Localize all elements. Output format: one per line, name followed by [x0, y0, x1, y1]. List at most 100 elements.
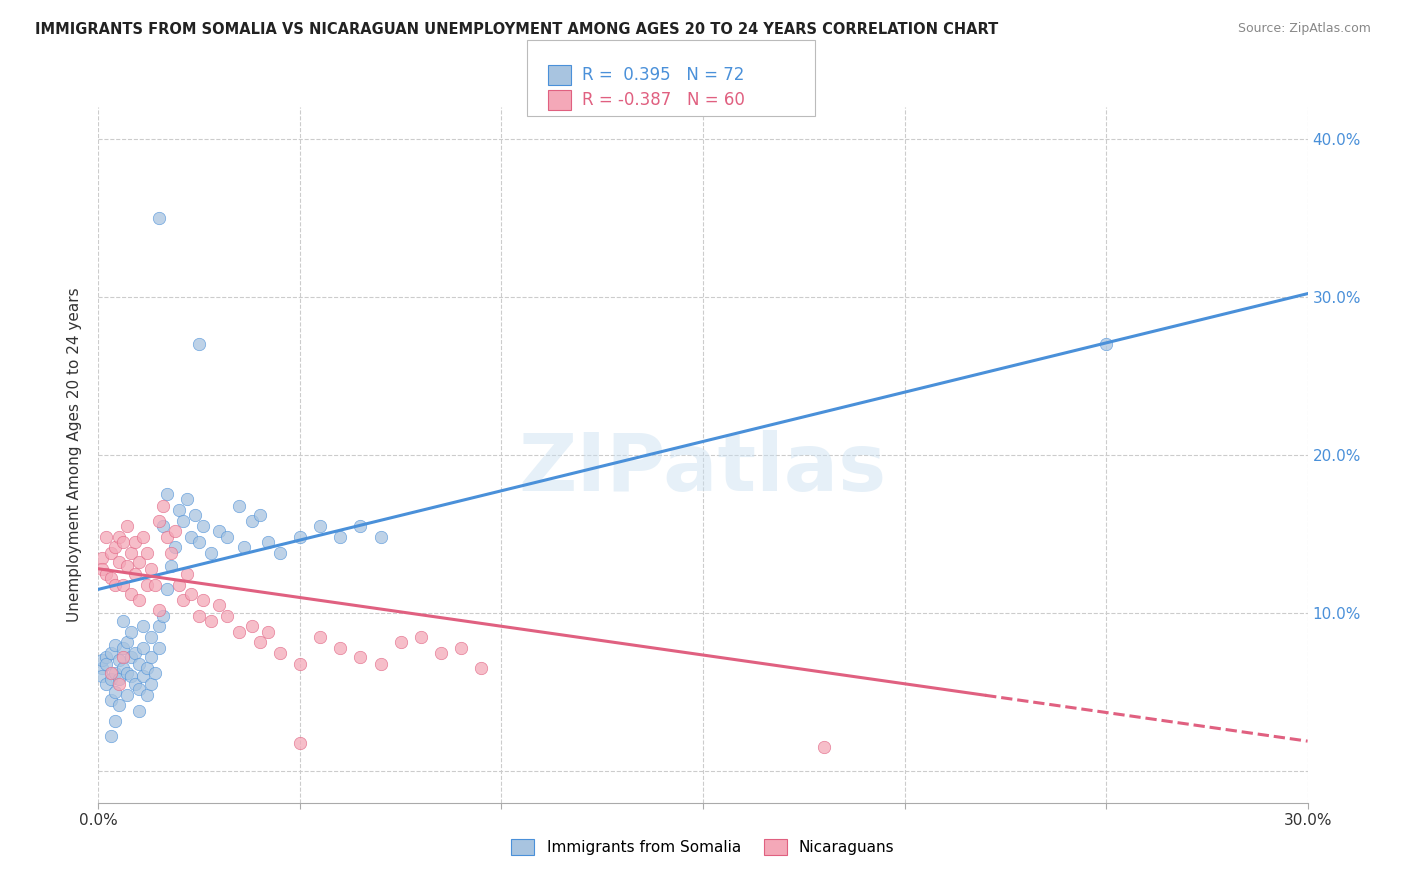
Legend: Immigrants from Somalia, Nicaraguans: Immigrants from Somalia, Nicaraguans — [505, 833, 901, 862]
Point — [111, 614, 134, 628]
Point — [103, 685, 125, 699]
Point — [100, 666, 122, 681]
Point — [156, 487, 179, 501]
Point — [269, 646, 291, 660]
Point — [100, 546, 122, 560]
Point — [100, 571, 122, 585]
Text: IMMIGRANTS FROM SOMALIA VS NICARAGUAN UNEMPLOYMENT AMONG AGES 20 TO 24 YEARS COR: IMMIGRANTS FROM SOMALIA VS NICARAGUAN UN… — [35, 22, 998, 37]
Point — [120, 650, 142, 665]
Point — [120, 587, 142, 601]
Point — [96, 650, 118, 665]
Point — [124, 677, 146, 691]
Point — [143, 666, 166, 681]
Point — [409, 630, 432, 644]
Point — [180, 530, 202, 544]
Point — [139, 677, 162, 691]
Point — [139, 630, 162, 644]
Point — [156, 582, 179, 597]
Point — [370, 657, 392, 671]
Point — [135, 661, 157, 675]
Point — [91, 550, 114, 565]
Point — [96, 657, 118, 671]
Point — [208, 524, 231, 538]
Point — [107, 698, 129, 712]
Point — [148, 603, 170, 617]
Point — [100, 646, 122, 660]
Point — [249, 508, 271, 522]
Point — [288, 657, 311, 671]
Point — [156, 530, 179, 544]
Point — [152, 609, 174, 624]
Point — [309, 630, 332, 644]
Point — [103, 638, 125, 652]
Point — [96, 530, 118, 544]
Point — [184, 508, 207, 522]
Point — [128, 681, 150, 696]
Point — [91, 661, 114, 675]
Point — [1095, 337, 1118, 351]
Point — [176, 566, 198, 581]
Point — [152, 519, 174, 533]
Point — [111, 650, 134, 665]
Point — [217, 530, 239, 544]
Point — [232, 540, 254, 554]
Point — [329, 530, 352, 544]
Point — [176, 492, 198, 507]
Point — [120, 669, 142, 683]
Point — [91, 653, 114, 667]
Point — [160, 558, 183, 573]
Point — [107, 673, 129, 687]
Text: R = -0.387   N = 60: R = -0.387 N = 60 — [582, 91, 745, 109]
Point — [256, 625, 278, 640]
Point — [256, 534, 278, 549]
Point — [120, 546, 142, 560]
Point — [96, 677, 118, 691]
Point — [100, 730, 122, 744]
Point — [269, 546, 291, 560]
Point — [188, 337, 211, 351]
Point — [228, 499, 250, 513]
Point — [228, 625, 250, 640]
Point — [115, 688, 138, 702]
Point — [135, 688, 157, 702]
Point — [103, 540, 125, 554]
Point — [128, 704, 150, 718]
Point — [249, 634, 271, 648]
Point — [100, 673, 122, 687]
Point — [200, 546, 222, 560]
Point — [148, 514, 170, 528]
Point — [135, 577, 157, 591]
Point — [389, 634, 412, 648]
Point — [193, 593, 215, 607]
Point — [430, 646, 453, 660]
Point — [167, 503, 190, 517]
Point — [188, 534, 211, 549]
Point — [180, 587, 202, 601]
Text: ZIPatlas: ZIPatlas — [519, 430, 887, 508]
Point — [107, 677, 129, 691]
Point — [128, 657, 150, 671]
Point — [103, 714, 125, 728]
Point — [107, 530, 129, 544]
Point — [349, 519, 371, 533]
Point — [163, 524, 186, 538]
Point — [148, 640, 170, 655]
Point — [470, 661, 492, 675]
Point — [128, 593, 150, 607]
Point — [115, 634, 138, 648]
Y-axis label: Unemployment Among Ages 20 to 24 years: Unemployment Among Ages 20 to 24 years — [67, 287, 83, 623]
Point — [124, 534, 146, 549]
Point — [111, 640, 134, 655]
Point — [167, 577, 190, 591]
Point — [172, 593, 194, 607]
Point — [240, 618, 263, 632]
Point — [107, 653, 129, 667]
Point — [132, 530, 155, 544]
Point — [193, 519, 215, 533]
Point — [100, 693, 122, 707]
Point — [288, 736, 311, 750]
Point — [349, 650, 371, 665]
Point — [91, 562, 114, 576]
Point — [115, 558, 138, 573]
Point — [103, 577, 125, 591]
